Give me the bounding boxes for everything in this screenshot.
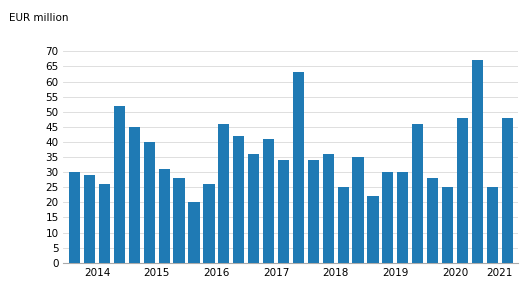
- Bar: [293, 72, 304, 263]
- Bar: [159, 169, 170, 263]
- Bar: [427, 178, 438, 263]
- Bar: [338, 187, 349, 263]
- Bar: [188, 202, 199, 263]
- Bar: [114, 106, 125, 263]
- Bar: [457, 118, 468, 263]
- Bar: [233, 136, 244, 263]
- Bar: [263, 139, 274, 263]
- Bar: [368, 196, 379, 263]
- Bar: [501, 118, 513, 263]
- Bar: [323, 154, 334, 263]
- Bar: [218, 124, 230, 263]
- Bar: [69, 172, 80, 263]
- Bar: [248, 154, 259, 263]
- Bar: [487, 187, 498, 263]
- Bar: [278, 160, 289, 263]
- Bar: [174, 178, 185, 263]
- Bar: [397, 172, 408, 263]
- Bar: [308, 160, 319, 263]
- Bar: [203, 184, 214, 263]
- Text: EUR million: EUR million: [9, 13, 68, 23]
- Bar: [144, 142, 155, 263]
- Bar: [442, 187, 453, 263]
- Bar: [382, 172, 394, 263]
- Bar: [129, 127, 140, 263]
- Bar: [472, 60, 483, 263]
- Bar: [352, 157, 363, 263]
- Bar: [412, 124, 423, 263]
- Bar: [99, 184, 110, 263]
- Bar: [84, 175, 95, 263]
